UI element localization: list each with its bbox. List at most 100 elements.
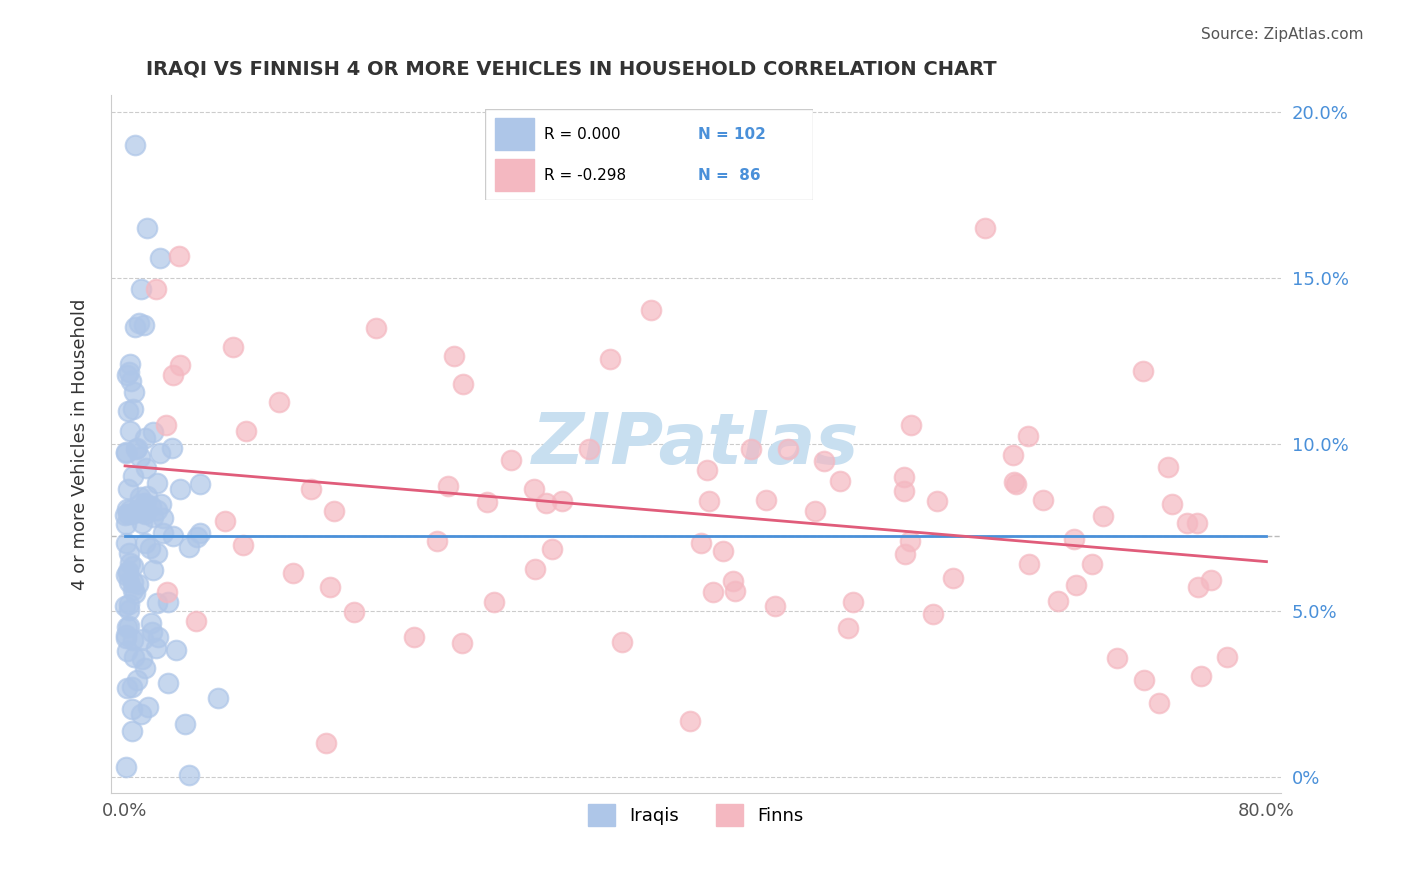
Iraqis [118,357,141,371]
Finns [524,561,547,575]
Finns [343,605,366,619]
Iraqis [125,441,148,455]
Finns [169,358,191,372]
Finns [1081,557,1104,571]
Finns [482,595,505,609]
Finns [232,538,254,552]
Finns [804,504,827,518]
Iraqis [129,505,152,519]
Iraqis [128,450,150,464]
Text: IRAQI VS FINNISH 4 OR MORE VEHICLES IN HOUSEHOLD CORRELATION CHART: IRAQI VS FINNISH 4 OR MORE VEHICLES IN H… [146,60,997,78]
Finns [222,340,245,354]
Finns [1175,516,1198,530]
Iraqis [134,318,156,332]
Iraqis [124,385,146,400]
Finns [145,282,167,296]
Iraqis [122,468,145,483]
Text: ZIPatlas: ZIPatlas [531,410,859,479]
Finns [1161,497,1184,511]
Iraqis [146,631,169,645]
Finns [184,614,207,628]
Finns [1187,580,1209,594]
Finns [1105,651,1128,665]
Iraqis [152,525,174,540]
Iraqis [135,220,157,235]
Finns [711,544,734,558]
Finns [366,320,388,334]
Iraqis [134,507,156,521]
Iraqis [124,138,146,153]
Finns [1132,364,1154,378]
Iraqis [127,502,149,516]
Finns [1002,475,1025,490]
Finns [1017,429,1039,443]
Text: Source: ZipAtlas.com: Source: ZipAtlas.com [1201,27,1364,42]
Finns [900,418,922,433]
Finns [167,249,190,263]
Iraqis [115,644,138,658]
Finns [578,442,600,456]
Finns [1066,578,1088,592]
Iraqis [115,516,138,531]
Iraqis [115,502,138,516]
Iraqis [114,445,136,459]
Iraqis [207,690,229,705]
Iraqis [117,566,139,580]
Iraqis [117,565,139,579]
Finns [755,493,778,508]
Iraqis [160,442,183,456]
Iraqis [122,402,145,417]
Iraqis [121,680,143,694]
Iraqis [145,476,167,491]
Finns [724,583,747,598]
Iraqis [188,525,211,540]
Iraqis [131,652,153,666]
Iraqis [186,530,208,544]
Iraqis [117,482,139,496]
Finns [1018,558,1040,572]
Iraqis [124,442,146,457]
Finns [283,566,305,580]
Finns [541,542,564,557]
Finns [322,503,344,517]
Finns [723,574,745,588]
Iraqis [122,650,145,665]
Iraqis [114,508,136,522]
Finns [837,621,859,635]
Finns [922,607,945,621]
Finns [842,595,865,609]
Finns [900,533,922,548]
Finns [156,584,179,599]
Iraqis [179,768,201,782]
Iraqis [118,603,141,617]
Iraqis [142,425,165,439]
Finns [450,636,472,650]
Iraqis [146,596,169,610]
Finns [155,418,177,433]
Finns [697,494,720,508]
Iraqis [149,251,172,265]
Iraqis [134,431,156,445]
Iraqis [149,446,172,460]
Iraqis [124,586,146,600]
Iraqis [156,675,179,690]
Iraqis [115,628,138,642]
Iraqis [135,460,157,475]
Iraqis [121,724,143,739]
Iraqis [120,425,142,439]
Y-axis label: 4 or more Vehicles in Household: 4 or more Vehicles in Household [72,299,89,591]
Finns [1157,460,1180,475]
Iraqis [117,368,139,382]
Finns [893,470,915,484]
Iraqis [134,495,156,509]
Iraqis [128,317,150,331]
Finns [610,635,633,649]
Finns [315,737,337,751]
Finns [974,221,997,235]
Finns [763,599,786,613]
Finns [599,352,621,367]
Iraqis [114,567,136,582]
Iraqis [150,497,173,511]
Finns [1133,673,1156,687]
Legend: Iraqis, Finns: Iraqis, Finns [581,797,810,833]
